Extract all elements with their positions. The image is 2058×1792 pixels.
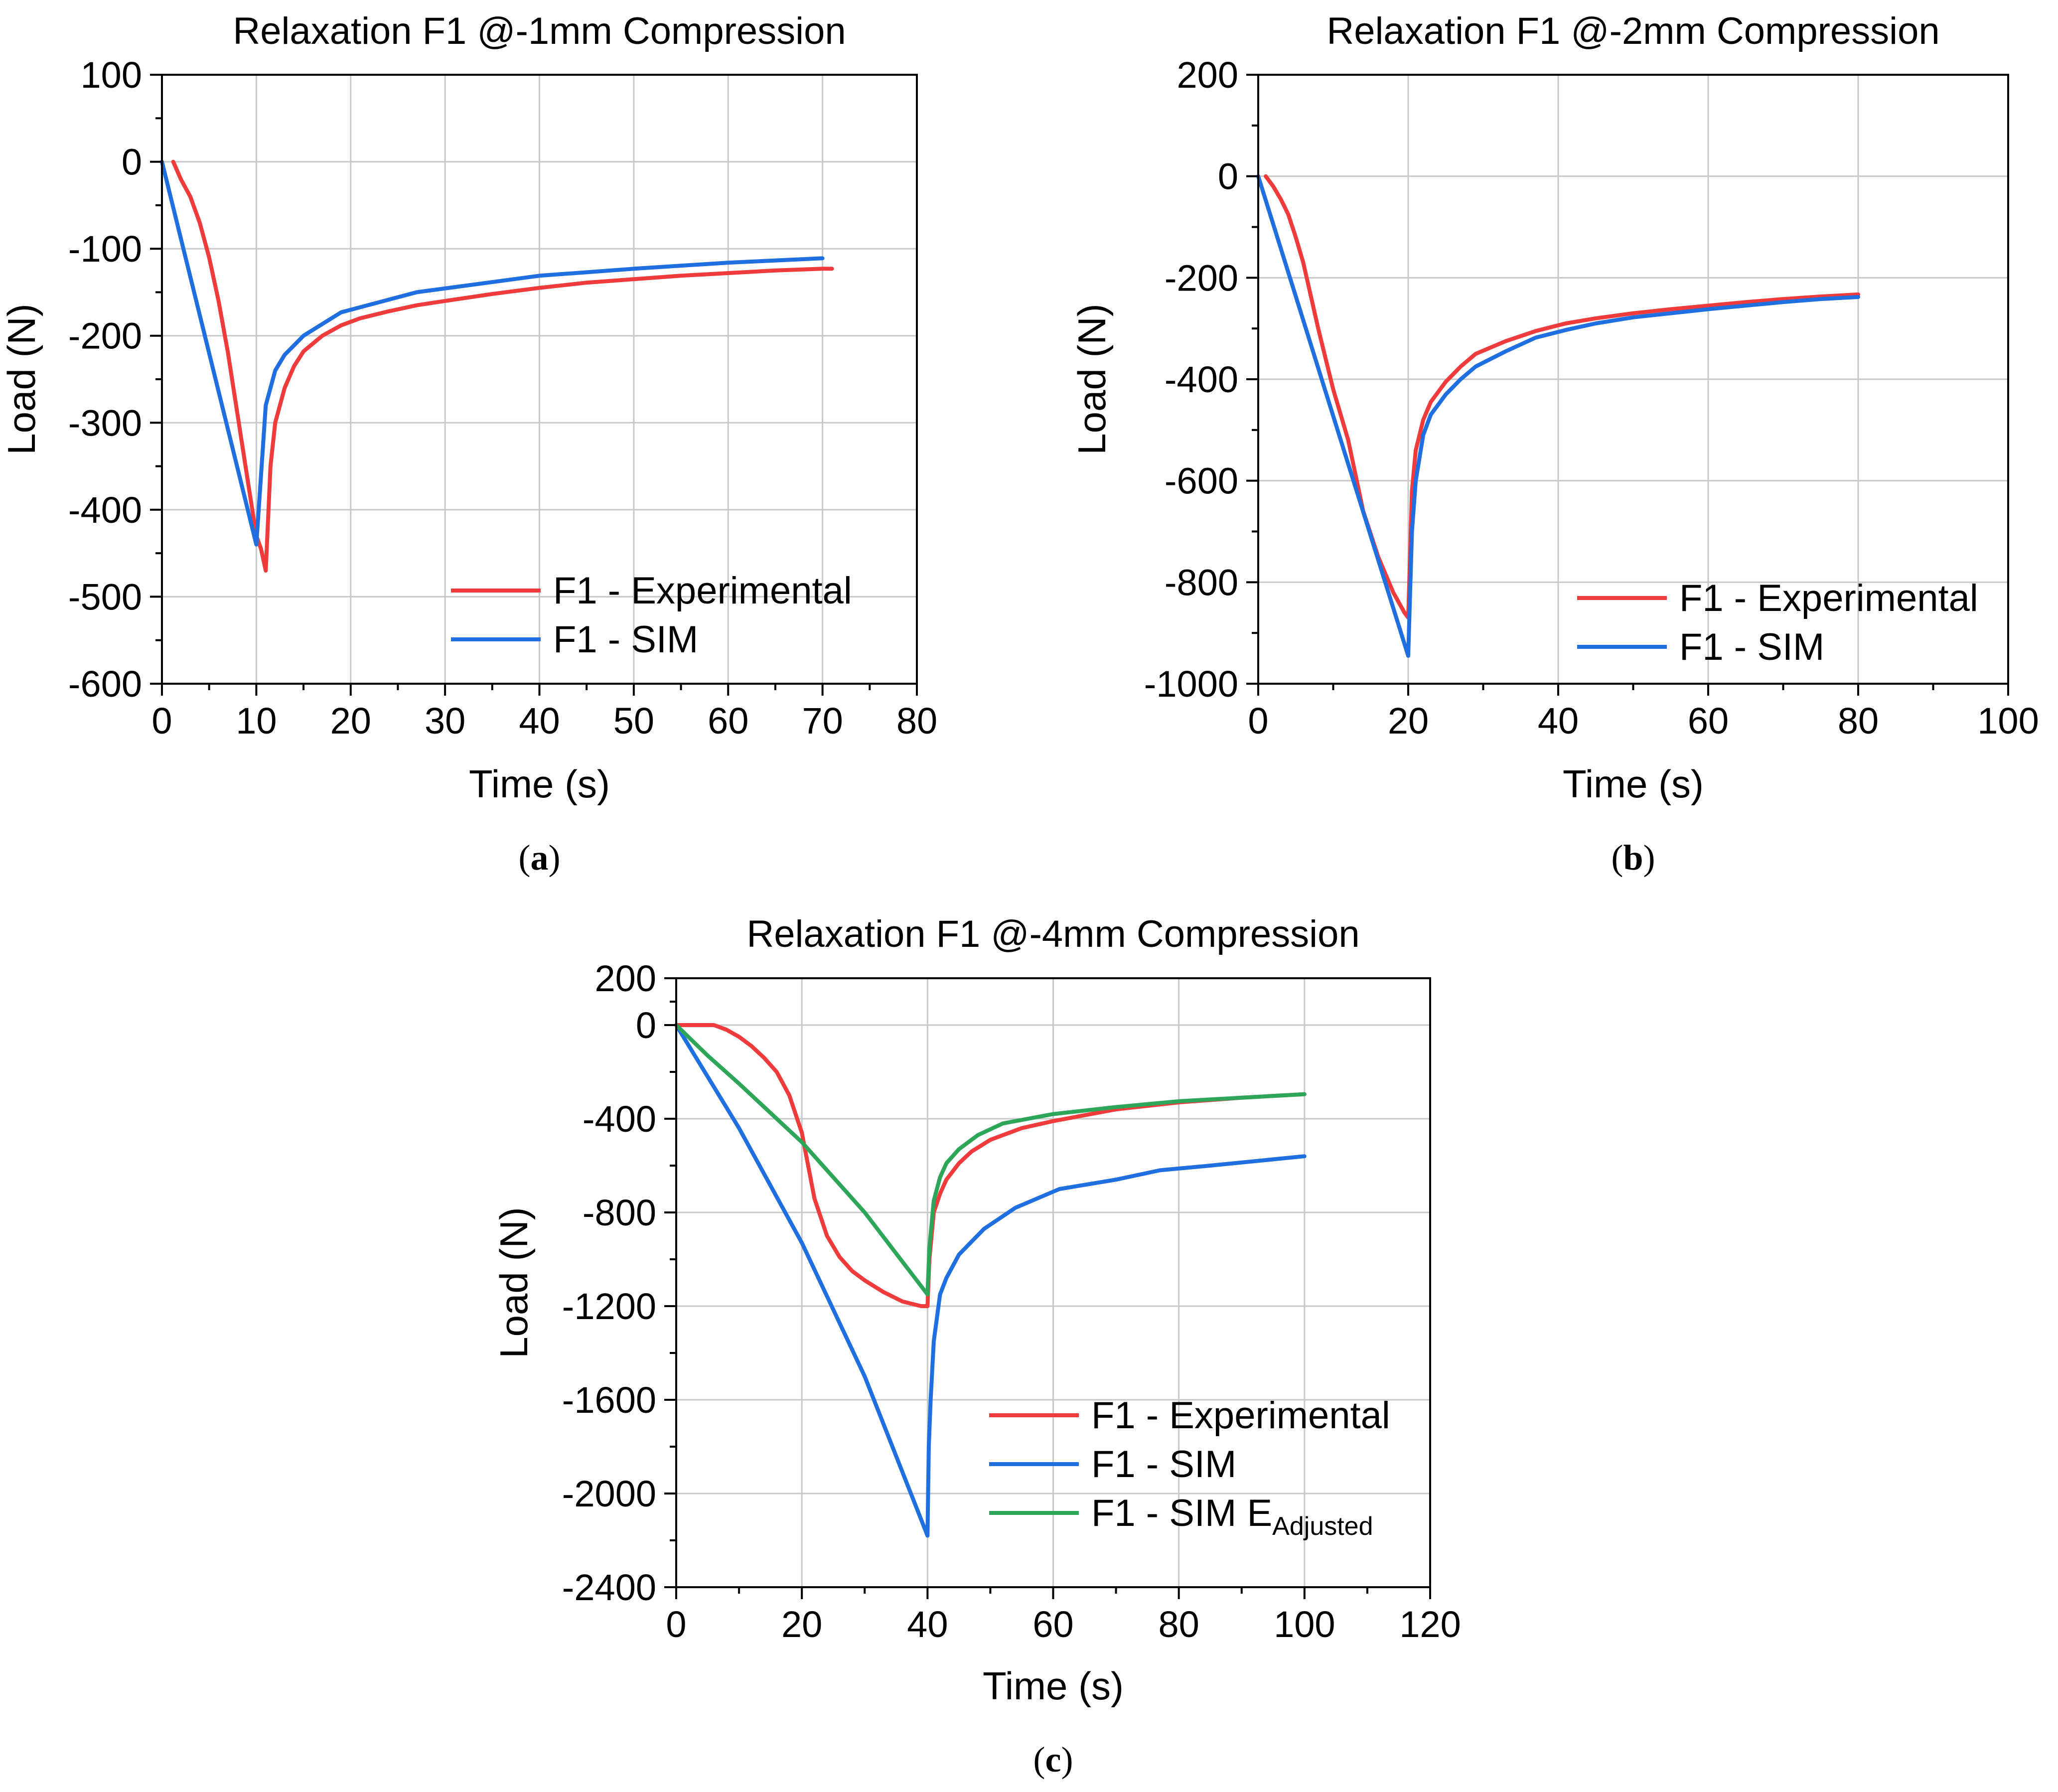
x-axis-label: Time (s) (983, 1664, 1124, 1708)
x-tick-label: 20 (330, 700, 371, 742)
series-line-sim (674, 1023, 1307, 1538)
y-tick-label: -800 (583, 1192, 656, 1233)
x-tick-label: 80 (1838, 700, 1879, 742)
y-tick-label: -1000 (1144, 663, 1238, 705)
legend: F1 - Experimental F1 - SIM (451, 570, 852, 661)
y-tick-label: -400 (1165, 359, 1238, 400)
y-tick-label: 0 (1218, 156, 1238, 197)
y-tick-label: -800 (1165, 562, 1238, 603)
x-tick-label: 80 (896, 700, 937, 742)
series-line-experimental (171, 159, 834, 573)
x-axis-label: Time (s) (469, 762, 610, 806)
y-tick-label: -400 (583, 1098, 656, 1140)
legend-label: F1 - SIM (1091, 1443, 1236, 1486)
y-tick-label: 200 (595, 958, 656, 999)
legend: F1 - Experimental F1 - SIM F1 - SIM EAdjus… (989, 1394, 1390, 1541)
x-tick-label: 30 (425, 700, 465, 742)
series-line-sim-adjusted (674, 1023, 1307, 1297)
legend-label: F1 - SIM (1679, 626, 1824, 668)
x-tick-label: 0 (666, 1604, 686, 1645)
x-tick-label: 40 (907, 1604, 948, 1645)
y-axis-label: Load (N) (0, 303, 43, 454)
grid (676, 978, 1430, 1587)
y-tick-label: -2400 (562, 1567, 656, 1608)
x-tick-label: 20 (781, 1604, 822, 1645)
x-tick-label: 60 (1688, 700, 1729, 742)
y-tick-label: -200 (68, 315, 142, 357)
y-tick-label: -500 (68, 576, 142, 617)
chart-b: 0 20 40 60 80 100 -1000 -800 -600 -400 -200 0 200 Rel… (1070, 10, 2039, 878)
x-tick-label: 60 (1032, 1604, 1073, 1645)
y-tick-label: 0 (636, 1005, 656, 1046)
y-tick-label: 0 (122, 142, 142, 183)
chart-title: Relaxation F1 @-2mm Compression (1326, 10, 1939, 52)
figure-caption: (b) (1611, 838, 1655, 878)
y-axis-label: Load (N) (1070, 303, 1114, 454)
x-tick-label: 60 (708, 700, 748, 742)
legend-label: F1 - Experimental (1091, 1394, 1390, 1437)
x-tick-label: 50 (613, 700, 654, 742)
x-tick-label: 20 (1388, 700, 1429, 742)
series-line-sim (1256, 174, 1860, 658)
x-tick-label: 100 (1977, 700, 2039, 742)
y-axis-label: Load (N) (492, 1207, 536, 1358)
legend-label: F1 - Experimental (1679, 577, 1978, 619)
chart-title: Relaxation F1 @-4mm Compression (746, 913, 1359, 955)
x-tick-label: 0 (1248, 700, 1268, 742)
x-tick-label: 100 (1274, 1604, 1335, 1645)
y-tick-label: -1200 (562, 1286, 656, 1327)
figure-caption: (a) (519, 838, 561, 878)
y-tick-label: -100 (68, 228, 142, 270)
x-tick-label: 10 (236, 700, 277, 742)
series-line-experimental (674, 1023, 1307, 1308)
y-tick-label: -400 (68, 489, 142, 531)
x-tick-label: 0 (151, 700, 172, 742)
legend-label: F1 - SIM (553, 618, 698, 661)
series-line-sim (160, 159, 825, 547)
x-axis-label: Time (s) (1563, 762, 1704, 806)
series-line-experimental (1264, 174, 1860, 620)
y-tick-label: -300 (68, 402, 142, 444)
y-tick-label: -600 (1165, 460, 1238, 502)
y-tick-label: 200 (1177, 54, 1238, 96)
legend-label: F1 - Experimental (553, 570, 852, 612)
figure-caption: (c) (1033, 1740, 1073, 1780)
grid (162, 75, 917, 684)
x-tick-label: 40 (1538, 700, 1579, 742)
x-tick-label: 120 (1399, 1604, 1461, 1645)
y-tick-label: -600 (68, 663, 142, 705)
y-tick-label: -2000 (562, 1473, 656, 1514)
chart-title: Relaxation F1 @-1mm Compression (233, 10, 846, 52)
chart-a: 0 10 20 30 40 50 60 70 80 -600 -500 -400 -300 -200 -10… (0, 10, 937, 878)
legend: F1 - Experimental F1 - SIM (1577, 577, 1978, 668)
x-tick-label: 80 (1159, 1604, 1199, 1645)
x-tick-label: 70 (802, 700, 843, 742)
legend-label: F1 - SIM EAdjusted (1091, 1492, 1373, 1541)
y-tick-label: 100 (81, 54, 142, 96)
y-tick-label: -200 (1165, 257, 1238, 299)
y-tick-label: -1600 (562, 1379, 656, 1421)
chart-c: 0 20 40 60 80 100 120 -2400 -2000 -1600 -1200 -800 -… (492, 913, 1461, 1780)
x-tick-label: 40 (519, 700, 560, 742)
